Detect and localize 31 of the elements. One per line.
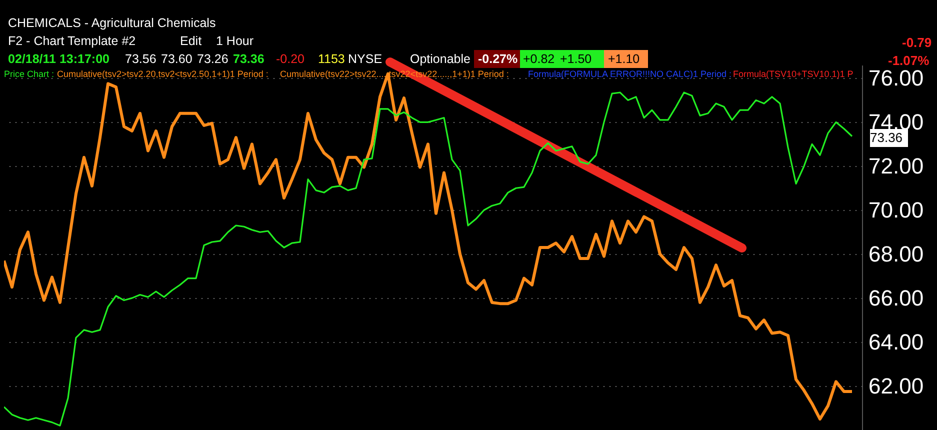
annotation: +1.50 <box>560 52 592 66</box>
annotation: 73.36 <box>233 52 264 66</box>
annotation: +0.82 <box>523 52 555 66</box>
annotation: -0.20 <box>276 52 305 66</box>
text: CHEMICALS - Agricultural Chemicals <box>8 16 216 30</box>
y-tick-label: 62.00 <box>868 374 924 399</box>
annotation: 73.60 <box>161 52 192 66</box>
y-tick-label: 76.00 <box>868 66 924 91</box>
y-tick-label: 68.00 <box>868 242 924 267</box>
annotation: -0.27% <box>478 52 518 66</box>
annotation: Cumulative(tsv2>tsv2.20,tsv2<tsv2.50,1+1)1 Period : <box>57 69 268 79</box>
text: Edit <box>180 34 202 48</box>
text: 1 Hour <box>216 34 254 48</box>
annotation: 1153 <box>318 52 345 66</box>
text: -0.79 <box>902 35 932 50</box>
annotation: 02/18/11 13:17:00 <box>8 52 110 66</box>
annotation: Price Chart : <box>4 69 54 79</box>
annotation: Formula(TSV10+TSV10.1)1 P <box>733 69 854 79</box>
text: F2 - Chart Template #2 <box>8 34 136 48</box>
text: -1.07% <box>888 53 930 68</box>
y-tick-label: 70.00 <box>868 198 924 223</box>
annotation: Formula(FORMULA ERROR!!!NO CALC)1 Period : <box>528 69 732 79</box>
annotation: NYSE <box>348 52 382 66</box>
y-tick-label: 66.00 <box>868 286 924 311</box>
annotation: 73.56 <box>125 52 156 66</box>
y-tick-label: 64.00 <box>868 330 924 355</box>
annotation: +1.10 <box>608 52 640 66</box>
text: 73.36 <box>870 130 903 145</box>
y-tick-label: 72.00 <box>868 154 924 179</box>
annotation: 73.26 <box>197 52 228 66</box>
annotation: Optionable <box>410 52 471 66</box>
